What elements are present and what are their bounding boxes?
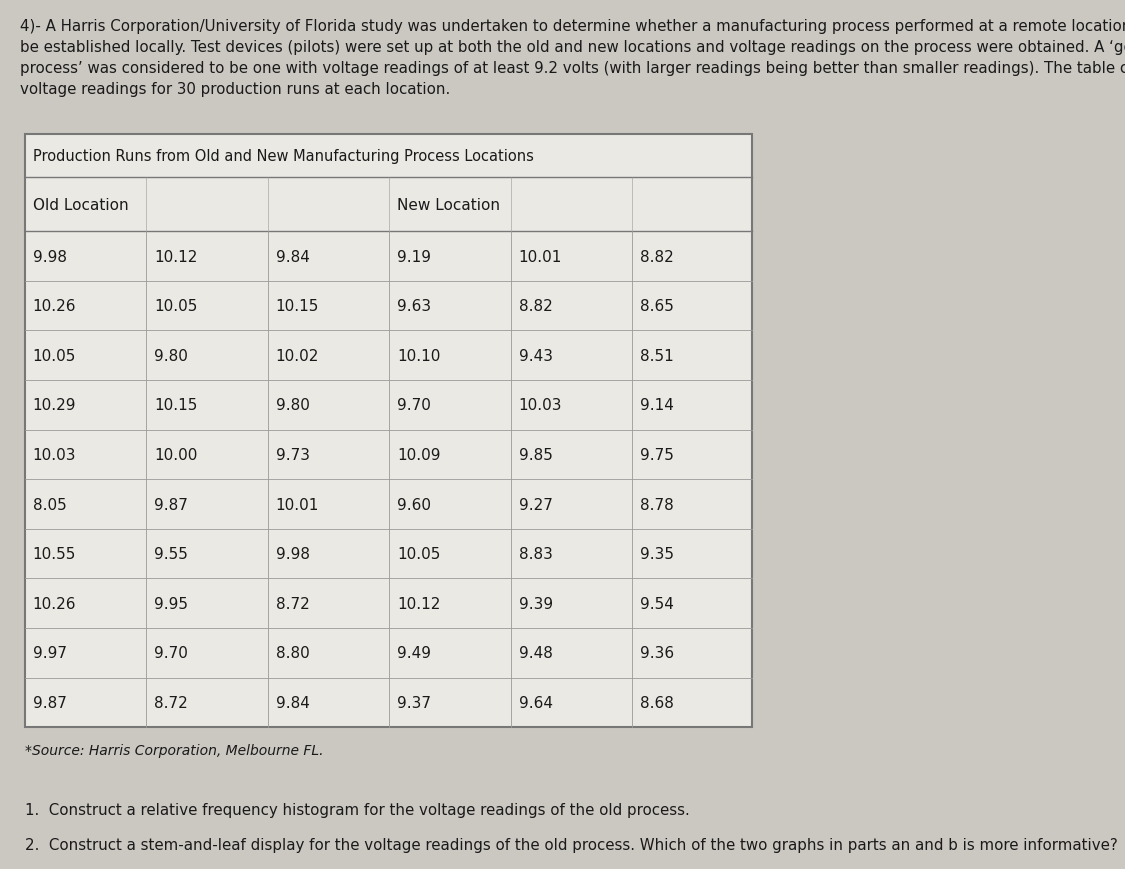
Text: 9.27: 9.27 [519,497,552,512]
Text: 10.15: 10.15 [154,398,198,413]
Text: 10.26: 10.26 [33,299,76,314]
Text: 9.43: 9.43 [519,348,552,363]
Text: 10.12: 10.12 [397,596,441,611]
Text: 9.19: 9.19 [397,249,431,264]
Text: 9.73: 9.73 [276,448,309,462]
Text: Production Runs from Old and New Manufacturing Process Locations: Production Runs from Old and New Manufac… [33,149,533,164]
Text: 9.80: 9.80 [276,398,309,413]
Text: 2.  Construct a stem-and-leaf display for the voltage readings of the old proces: 2. Construct a stem-and-leaf display for… [25,837,1117,852]
Text: 8.65: 8.65 [640,299,674,314]
Text: 9.37: 9.37 [397,695,431,710]
Text: 9.75: 9.75 [640,448,674,462]
Text: 9.54: 9.54 [640,596,674,611]
Text: 8.78: 8.78 [640,497,674,512]
Text: 9.60: 9.60 [397,497,431,512]
Text: 8.51: 8.51 [640,348,674,363]
Text: 9.98: 9.98 [276,547,309,561]
Text: 10.26: 10.26 [33,596,76,611]
Text: 9.49: 9.49 [397,646,431,660]
Text: *Source: Harris Corporation, Melbourne FL.: *Source: Harris Corporation, Melbourne F… [25,743,323,757]
Text: 9.55: 9.55 [154,547,188,561]
Bar [25,135,752,727]
Text: 9.14: 9.14 [640,398,674,413]
Text: 9.63: 9.63 [397,299,431,314]
Text: 8.80: 8.80 [276,646,309,660]
Text: 10.00: 10.00 [154,448,198,462]
Text: 9.36: 9.36 [640,646,674,660]
Text: 10.03: 10.03 [519,398,562,413]
Text: 10.10: 10.10 [397,348,441,363]
Text: 8.72: 8.72 [276,596,309,611]
Text: 10.01: 10.01 [519,249,562,264]
Text: New Location: New Location [397,197,501,213]
Text: 8.68: 8.68 [640,695,674,710]
Text: 10.05: 10.05 [33,348,76,363]
Text: 8.72: 8.72 [154,695,188,710]
Text: 9.85: 9.85 [519,448,552,462]
Text: 10.15: 10.15 [276,299,320,314]
Text: 9.48: 9.48 [519,646,552,660]
Text: 8.05: 8.05 [33,497,66,512]
Text: 10.05: 10.05 [154,299,198,314]
Text: 9.84: 9.84 [276,695,309,710]
Text: 10.01: 10.01 [276,497,320,512]
Text: 9.80: 9.80 [154,348,188,363]
Text: 8.82: 8.82 [640,249,674,264]
Text: 10.55: 10.55 [33,547,76,561]
Text: 10.09: 10.09 [397,448,441,462]
Text: 9.70: 9.70 [154,646,188,660]
Text: 9.35: 9.35 [640,547,674,561]
Text: 1.  Construct a relative frequency histogram for the voltage readings of the old: 1. Construct a relative frequency histog… [25,802,690,817]
Text: 8.83: 8.83 [519,547,552,561]
Text: 9.87: 9.87 [33,695,66,710]
Text: Old Location: Old Location [33,197,128,213]
Text: 9.64: 9.64 [519,695,552,710]
Text: 9.87: 9.87 [154,497,188,512]
Text: 10.05: 10.05 [397,547,441,561]
Text: 9.70: 9.70 [397,398,431,413]
Text: 9.95: 9.95 [154,596,188,611]
Text: 9.39: 9.39 [519,596,552,611]
Text: 8.82: 8.82 [519,299,552,314]
Text: 10.29: 10.29 [33,398,76,413]
Text: 4)- A Harris Corporation/University of Florida study was undertaken to determine: 4)- A Harris Corporation/University of F… [20,19,1125,97]
Text: 9.98: 9.98 [33,249,66,264]
Text: 9.84: 9.84 [276,249,309,264]
Text: 10.12: 10.12 [154,249,198,264]
Text: 10.03: 10.03 [33,448,76,462]
Text: 9.97: 9.97 [33,646,66,660]
Text: 10.02: 10.02 [276,348,320,363]
